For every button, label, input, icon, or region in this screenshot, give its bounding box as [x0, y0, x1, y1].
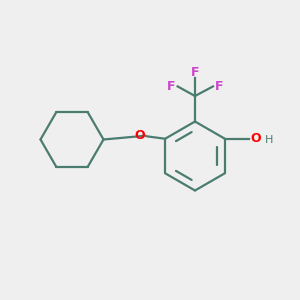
Text: H: H: [265, 135, 274, 145]
Text: O: O: [135, 129, 145, 142]
Text: F: F: [167, 80, 176, 93]
Text: O: O: [251, 132, 261, 145]
Text: F: F: [215, 80, 223, 93]
Text: F: F: [191, 66, 199, 79]
